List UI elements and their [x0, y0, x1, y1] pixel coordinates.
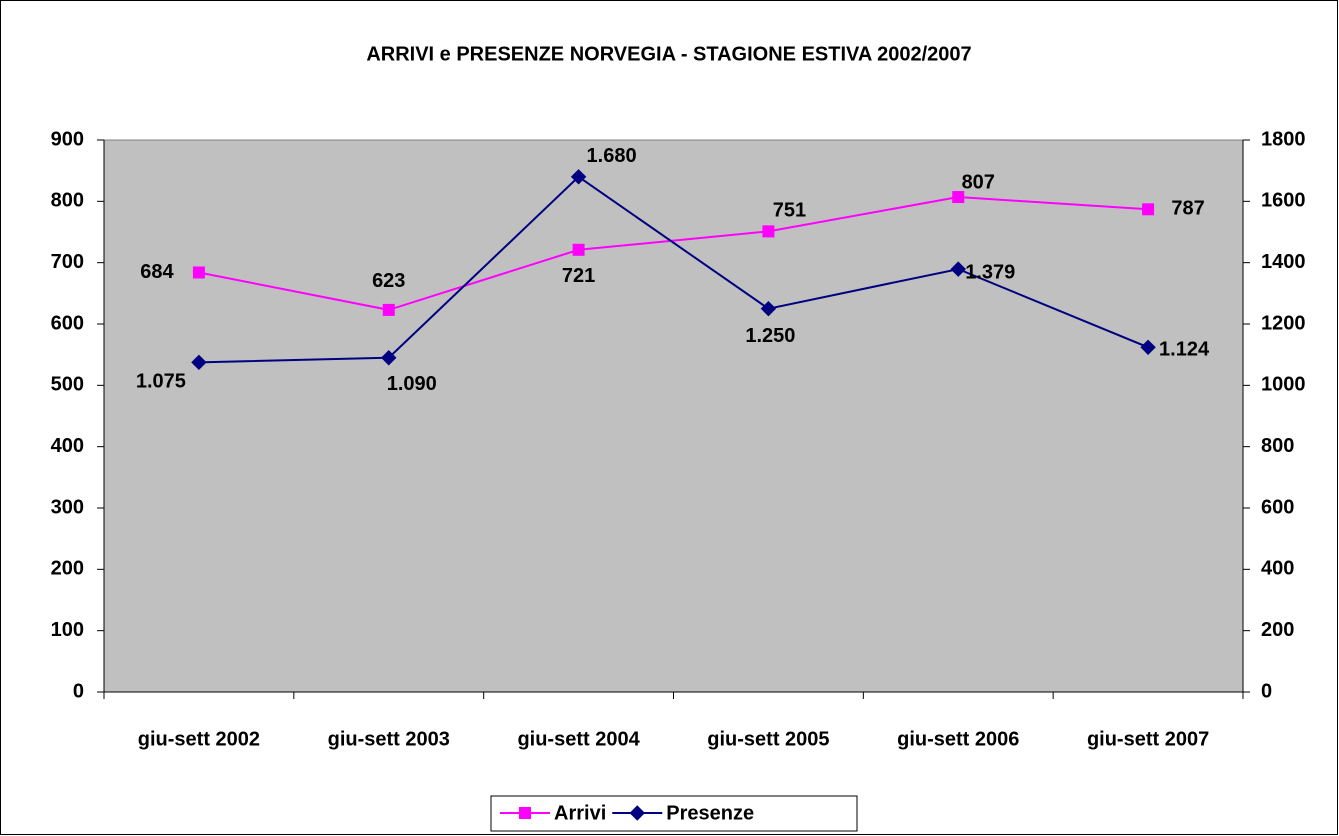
- y2-tick-label: 200: [1261, 619, 1294, 641]
- data-point: [382, 303, 395, 316]
- data-point: [1140, 339, 1156, 356]
- y2-tick-label: 0: [1261, 680, 1272, 702]
- data-point: [570, 169, 587, 185]
- data-label: 1.379: [965, 261, 1015, 283]
- legend-marker: [629, 805, 645, 821]
- data-label: 623: [372, 270, 405, 292]
- data-point: [1142, 203, 1155, 216]
- data-label: 751: [773, 200, 806, 222]
- y2-tick-label: 1000: [1261, 374, 1306, 396]
- legend-label: Arrivi: [554, 802, 606, 824]
- data-label: 1.075: [136, 371, 186, 393]
- y-tick-label: 800: [51, 190, 84, 212]
- data-point: [952, 191, 965, 204]
- y-tick-label: 700: [51, 251, 84, 273]
- y-tick-label: 900: [51, 128, 84, 150]
- data-point: [762, 225, 775, 238]
- data-point: [191, 354, 207, 371]
- y2-tick-label: 400: [1261, 558, 1294, 580]
- data-point: [950, 261, 966, 277]
- y-tick-label: 400: [51, 435, 84, 457]
- legend-marker: [519, 807, 531, 819]
- y2-tick-label: 800: [1261, 435, 1294, 457]
- y2-tick-label: 1600: [1261, 190, 1306, 212]
- y-tick-label: 600: [51, 312, 84, 334]
- x-tick-label: giu-sett 2003: [328, 728, 450, 750]
- data-label: 1.680: [587, 145, 637, 167]
- data-point: [760, 300, 777, 317]
- series-line: [198, 196, 1149, 311]
- legend-label: Presenze: [666, 802, 754, 824]
- x-tick-label: giu-sett 2005: [707, 728, 829, 750]
- y-tick-label: 200: [51, 558, 84, 580]
- x-tick-label: giu-sett 2007: [1087, 728, 1209, 750]
- y2-tick-label: 1800: [1261, 128, 1306, 150]
- data-label: 1.090: [387, 373, 437, 395]
- series-line: [198, 175, 1149, 364]
- data-point: [572, 243, 585, 256]
- data-point: [192, 266, 205, 279]
- y-tick-label: 0: [73, 680, 84, 702]
- data-label: 807: [962, 171, 995, 193]
- data-label: 787: [1171, 198, 1204, 220]
- data-label: 684: [140, 261, 174, 283]
- chart-title: ARRIVI e PRESENZE NORVEGIA - STAGIONE ES…: [366, 43, 971, 65]
- x-tick-label: giu-sett 2006: [897, 728, 1019, 750]
- data-label: 1.124: [1159, 339, 1210, 361]
- data-label: 1.250: [745, 325, 795, 347]
- y-tick-label: 300: [51, 496, 84, 518]
- x-tick-label: giu-sett 2002: [138, 728, 260, 750]
- y2-tick-label: 1200: [1261, 312, 1306, 334]
- y-tick-label: 100: [51, 619, 84, 641]
- y-tick-label: 500: [51, 374, 84, 396]
- data-point: [381, 350, 397, 366]
- x-tick-label: giu-sett 2004: [517, 728, 640, 750]
- plot-area: [103, 139, 1244, 693]
- y2-tick-label: 1400: [1261, 251, 1306, 273]
- data-label: 721: [562, 265, 595, 287]
- y2-tick-label: 600: [1261, 496, 1294, 518]
- legend-box: [490, 795, 858, 832]
